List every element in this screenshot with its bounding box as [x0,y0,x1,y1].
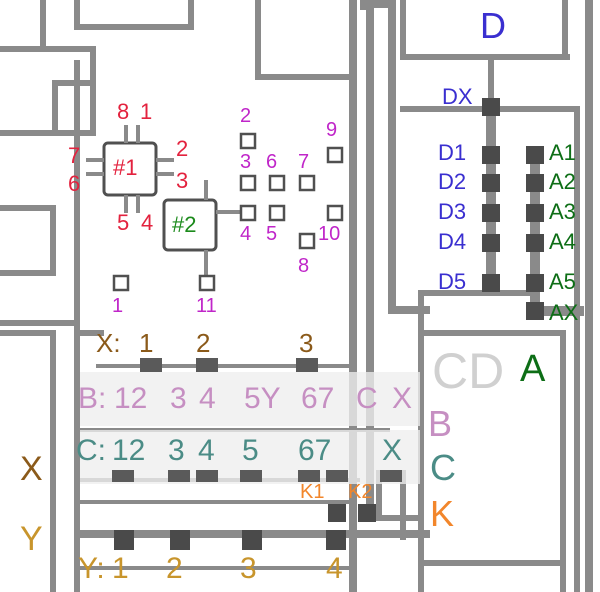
chip1-pin3-label: 3 [176,168,189,193]
c-row-prefix: C: [76,434,106,467]
y-row-num-2: 2 [166,552,183,585]
y-side-label: Y [20,520,43,558]
connector-d-pin-2: D2 [438,169,467,194]
k-side-label: K [430,493,455,534]
c-row-num-5: 67 [298,434,332,467]
chip1-pin2-label: 2 [176,136,189,161]
connector-d-pin-4: D4 [438,229,467,254]
connector-a-pin-5: A5 [549,269,576,294]
x-row-num-2: 2 [196,328,211,358]
connector-a-pin-4: A4 [549,229,576,254]
x-row-num-3: 3 [299,328,314,358]
chip1-pin5-label: 5 [117,210,130,235]
b-side-label: B [428,403,453,444]
x-row-prefix: X: [96,328,121,358]
chip1-pin1-label: 1 [140,99,153,124]
c-row-num-2: 3 [168,434,185,467]
pad11-label: 11 [196,295,217,317]
b-row-num-4: 5Y [244,382,281,415]
pad5-label: 5 [266,223,278,245]
chip1-pin8-label: 8 [117,99,130,124]
b-row-band [80,372,420,426]
k1-label: K1 [300,481,325,503]
pad6-label: 6 [266,151,278,173]
k2-label: K2 [348,481,373,503]
connector-a-title: A [520,348,546,390]
b-row-prefix: B: [78,382,107,415]
cd-label: CD [432,343,505,399]
connector-d-pin-3: D3 [438,199,467,224]
y-row-prefix: Y: [78,552,105,585]
b-row-num-5: 67 [301,382,335,415]
connector-d-pin-1: D1 [438,140,467,165]
y-row-num-3: 3 [240,552,257,585]
connector-d-title: D [480,5,506,46]
pad9-label: 9 [326,119,338,141]
b-row-num-7: X [392,382,413,415]
chip2-label: #2 [172,212,197,237]
connector-a-pin-3: A3 [549,199,576,224]
y-row-num-4: 4 [326,552,343,585]
pad2-label: 2 [240,105,252,127]
chip-pads [112,132,344,292]
chip1-pin4-label: 4 [141,210,154,235]
b-row-num-3: 4 [199,382,216,415]
c-row-num-6: X [382,434,403,467]
x-side-label: X [20,450,43,488]
pad4-label: 4 [240,223,252,245]
pad8-label: 8 [298,255,310,277]
chip-1 [86,125,174,213]
b-row-num-2: 3 [170,382,187,415]
connector-pads [482,98,544,320]
connector-d-dx-label: DX [442,84,473,109]
chip1-label: #1 [113,155,138,180]
x-row-num-1: 1 [139,328,154,358]
chip-2 [162,180,240,278]
c-row-num-1: 12 [112,434,146,467]
connector-a-pin-1: A1 [549,140,576,165]
b-row-num-6: C [356,382,378,415]
chip1-pin7-label: 7 [68,143,81,168]
c-row-num-3: 4 [198,434,215,467]
pad3-label: 3 [240,151,252,173]
connector-d-pin-5: D5 [438,269,467,294]
c-row-num-4: 5 [242,434,259,467]
pad10-label: 10 [318,223,341,245]
pad1-label: 1 [112,295,124,317]
b-row-num-1: 12 [114,382,148,415]
c-side-label: C [430,447,456,488]
connector-a-ax-label: AX [549,300,579,325]
y-row-num-1: 1 [112,552,129,585]
connector-a-pin-2: A2 [549,169,576,194]
pad7-label: 7 [298,151,310,173]
header-pads [112,358,402,550]
chip1-pin6-label: 6 [68,171,81,196]
